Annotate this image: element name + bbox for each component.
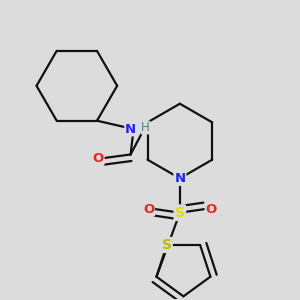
Text: S: S	[175, 206, 185, 220]
Text: O: O	[205, 202, 217, 216]
Text: H: H	[141, 121, 150, 134]
Text: O: O	[143, 202, 154, 216]
Text: S: S	[162, 238, 172, 252]
Text: O: O	[93, 152, 104, 165]
Text: N: N	[125, 123, 136, 136]
Text: N: N	[174, 172, 185, 185]
